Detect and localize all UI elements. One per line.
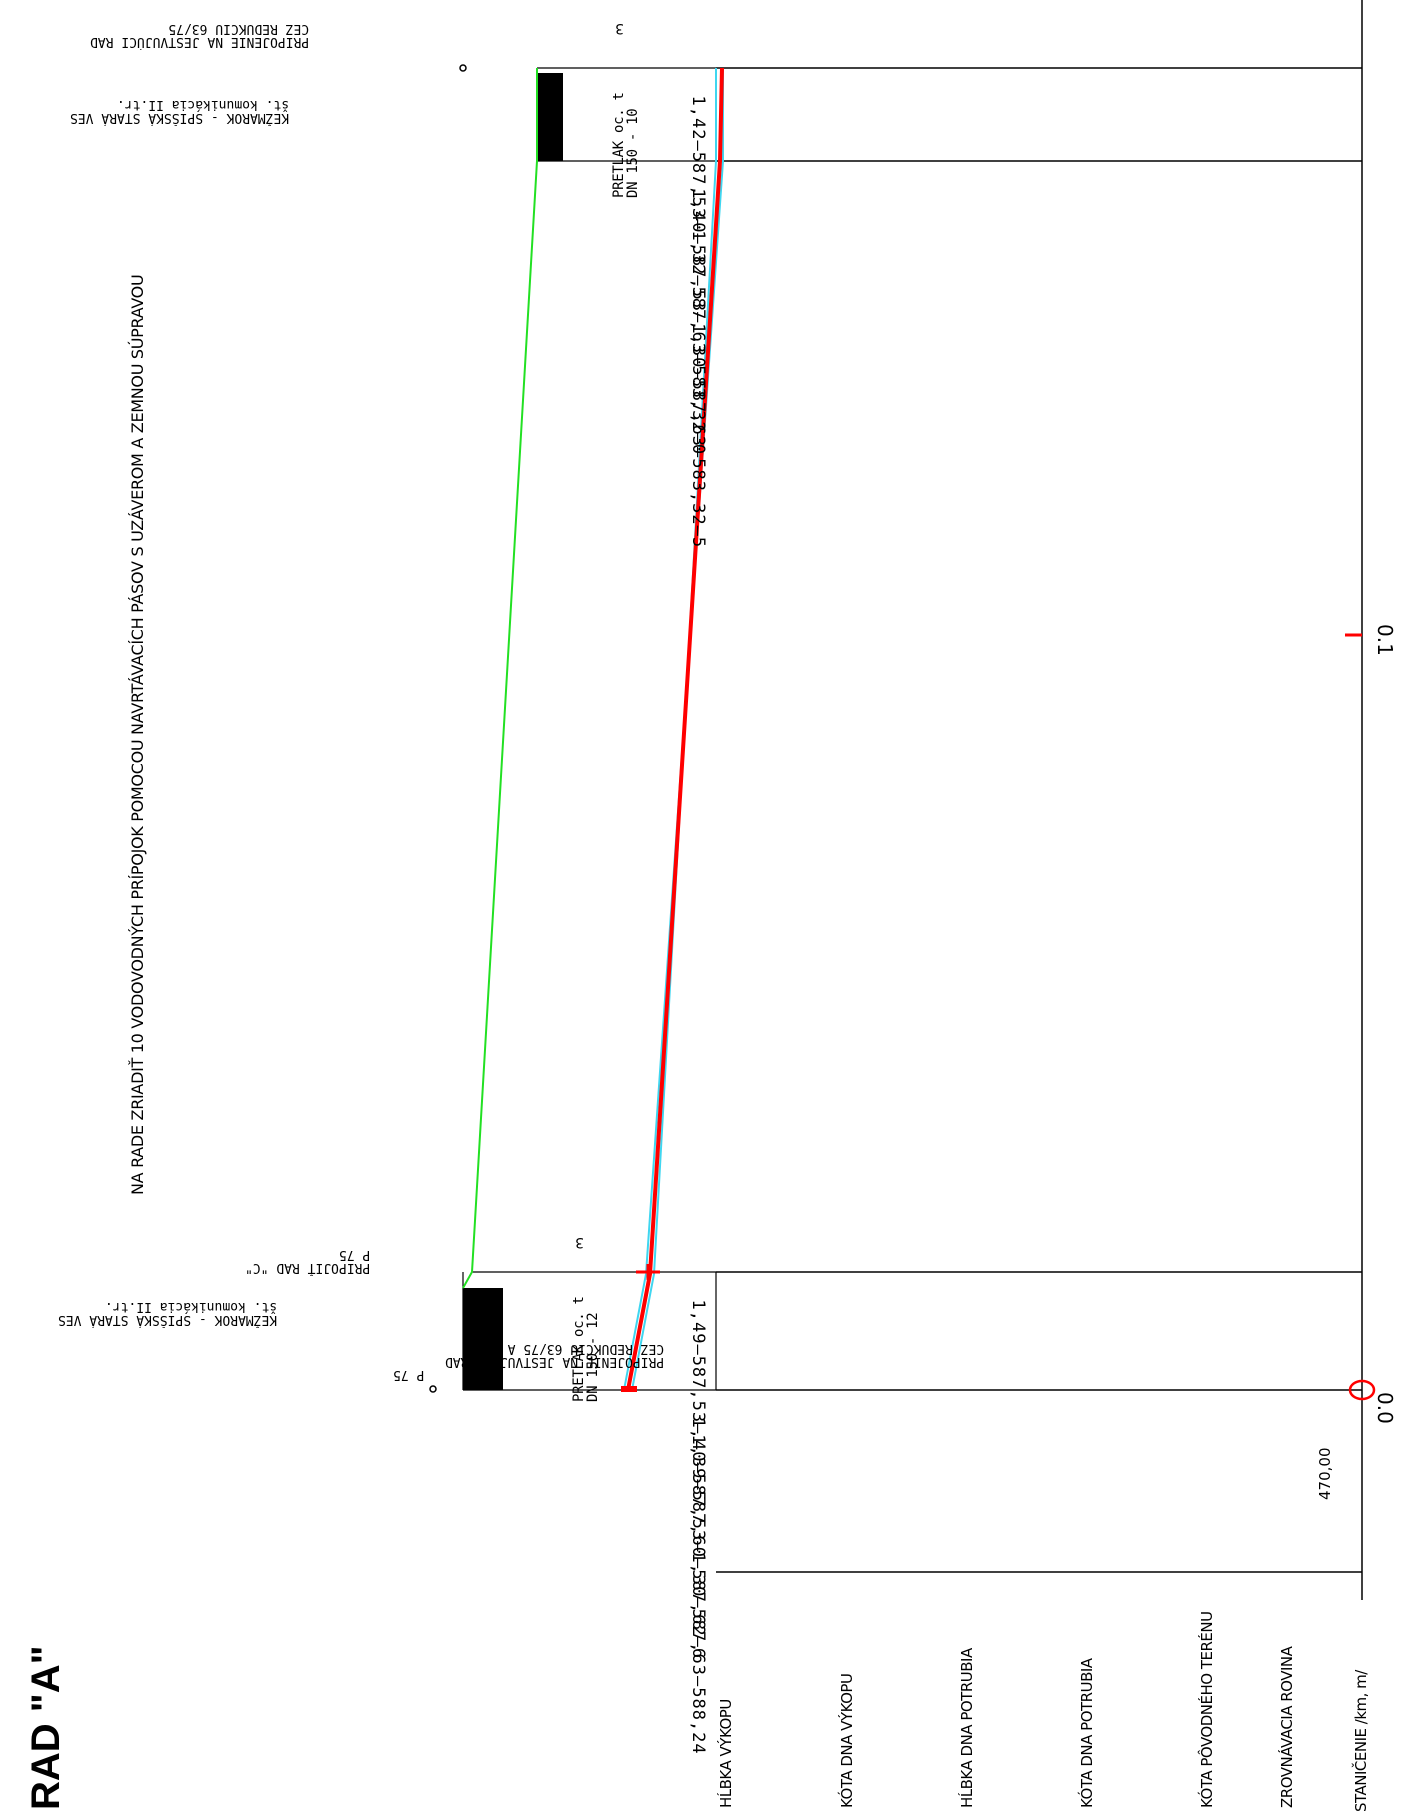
trench-bottom-end: 587,53 [688, 151, 708, 220]
road-crossing-block-1 [463, 1288, 503, 1390]
connection-point-start [429, 1385, 437, 1393]
pipe-marker-0 [621, 1386, 637, 1392]
annotation-pressure-1-num: 3 [575, 1234, 584, 1250]
row-label-kota-povodneho-terenu: KÓTA PÔVODNÉHO TERÉNU [1198, 1611, 1216, 1808]
row-label-staniceni: STANIČENIE /km, m/ [1352, 1670, 1370, 1812]
trench-bottom-6: 587,53 [688, 1355, 708, 1424]
annotation-connect-rad-c: PRIPOJIŤ RAD "C" P 75 [245, 1247, 371, 1275]
terrain-0: 588,24 [688, 1687, 708, 1755]
annotation-pressure-2: PRETLAK oc. t DN 150 - 10 [611, 92, 641, 198]
construction-note: NA RADE ZRIADIŤ 10 VODOVODNÝCH PRÍPOJOK … [128, 274, 147, 1195]
station-6: 6 [688, 1647, 708, 1660]
pipe-depth-end: 1,32 [688, 230, 708, 276]
trench-depth-end: 1,42 [688, 95, 708, 141]
pipe-bottom-end: 587,63 [688, 286, 708, 354]
row-label-zrovnavacia-rovina: ZROVNÁVACIA ROVINA [1278, 1646, 1296, 1808]
pipe-line [626, 67, 724, 1391]
terrain-end: 583,32 [688, 365, 708, 433]
terrain-line [462, 68, 538, 1289]
trench-depth-6: 1,49 [688, 1299, 708, 1345]
annotation-road-crossing-2: KEŽMAROK - SPIŠSKÁ STARÁ VES št. komunik… [70, 97, 290, 125]
annotation-pressure-2-num: 3 [615, 20, 624, 36]
chainage-mark-0.1: 0.1 [1373, 624, 1397, 656]
annotation-p75-start: P 75 [393, 1367, 425, 1382]
values-station-end: 1,42—587,53—1,32—587,63—583,32—0 [688, 95, 708, 456]
pipe-bottom-6: 587,60 [688, 1490, 708, 1558]
values-station-6: 1,49—587,53—1,39—587,60—587,62—6 [688, 1299, 708, 1660]
row-label-hlbka-dna-potrubia: HĹBKA DNA POTRUBIA [958, 1648, 976, 1808]
road-crossing-block-2 [537, 73, 563, 161]
annotation-pressure-1: PRETLAK oc. t DN 150 - 12 [571, 1296, 601, 1402]
station-5: 5 [688, 536, 708, 549]
annotation-end-connection: PRIPOJENIE NA JESTVUJÚCI RAD CEZ REDUKCI… [90, 21, 310, 49]
station-end: 0 [688, 443, 708, 456]
chainage-mark-0.0: 0.0 [1373, 1392, 1397, 1424]
row-label-kota-dna-potrubia: KÓTA DNA POTRUBIA [1078, 1658, 1096, 1808]
row-label-kota-dna-vykopu: KÓTA DNA VÝKOPU [838, 1673, 856, 1808]
datum-level: 470,00 [1316, 1447, 1334, 1501]
connection-point-end [459, 64, 467, 72]
annotation-start-connection: PRIPOJENIE NA JESTVUJÚCI RAD CEZ REDUKCI… [445, 1341, 665, 1369]
page-title: RAD "A" [24, 1645, 68, 1810]
pipe-depth-6: 1,39 [688, 1434, 708, 1480]
annotation-road-crossing-1: KEŽMAROK - SPIŠSKÁ STARÁ VES št. komunik… [58, 1299, 278, 1327]
chainage-circle-start [1348, 1379, 1376, 1401]
terrain-5: 583,32 [688, 458, 708, 526]
terrain-6: 587,62 [688, 1569, 708, 1637]
